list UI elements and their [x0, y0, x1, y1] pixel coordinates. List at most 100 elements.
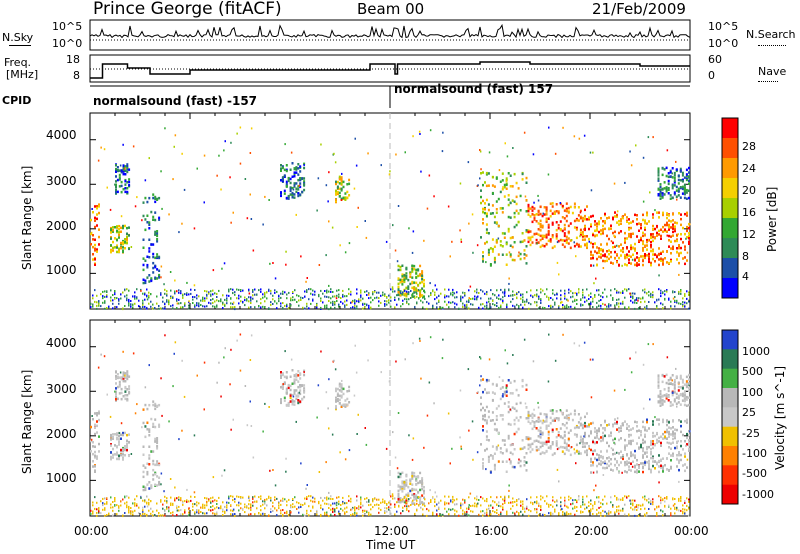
power-ground-pixel: [170, 297, 172, 299]
power-pixel: [606, 255, 608, 259]
power-pixel: [659, 197, 662, 200]
power-pixel: [665, 188, 668, 191]
velocity-pixel: [509, 381, 512, 384]
velocity-pixel: [555, 444, 558, 447]
power-ground-pixel: [386, 300, 388, 303]
power-pixel: [94, 216, 96, 220]
power-pixel: [676, 250, 678, 254]
power-pixel: [626, 216, 628, 219]
power-ground-pixel: [332, 300, 334, 303]
velocity-pixel: [92, 418, 94, 421]
velocity-ground-pixel: [400, 512, 402, 515]
velocity-pixel: [565, 426, 568, 430]
power-pixel: [511, 199, 514, 202]
velocity-ground-pixel: [148, 498, 150, 501]
velocity-pixel: [295, 394, 298, 397]
power-pixel: [559, 228, 562, 232]
velocity-pixel: [495, 384, 498, 387]
power-pixel: [664, 229, 666, 233]
power-pixel: [616, 213, 618, 217]
velocity-pixel: [658, 454, 660, 457]
power-pixel: [656, 234, 658, 237]
velocity-pixel: [124, 390, 127, 393]
velocity-pixel: [482, 417, 484, 421]
velocity-ground-pixel: [160, 514, 162, 517]
power-pixel: [403, 277, 406, 280]
velocity-pixel: [507, 405, 510, 408]
power-pixel: [94, 249, 96, 252]
power-pixel: [640, 238, 642, 242]
velocity-pixel: [537, 417, 540, 420]
power-ground-pixel: [508, 289, 510, 292]
velocity-ground-pixel: [128, 505, 130, 508]
power-pixel: [285, 185, 288, 188]
velocity-pixel: [688, 378, 690, 381]
power-pixel: [511, 236, 514, 239]
power-pixel: [598, 250, 600, 253]
velocity-pixel: [158, 476, 161, 479]
power-pixel: [555, 203, 558, 206]
velocity-ground-pixel: [638, 514, 640, 517]
power-ground-pixel: [570, 290, 572, 293]
velocity-ground-pixel: [338, 510, 340, 513]
velocity-pixel: [610, 431, 612, 434]
power-pixel: [299, 170, 302, 173]
velocity-ground-pixel: [440, 499, 442, 502]
power-pixel: [482, 207, 484, 211]
power-pixel: [397, 285, 400, 289]
power-pixel: [519, 257, 522, 261]
power-pixel: [672, 223, 674, 226]
velocity-ground-pixel: [500, 513, 502, 515]
power-ground-pixel: [522, 299, 524, 302]
velocity-ground-pixel: [278, 502, 280, 505]
power-ground-pixel: [576, 299, 578, 302]
velocity-pixel: [397, 484, 400, 487]
power-ground-pixel: [638, 297, 640, 300]
power-pixel: [565, 219, 568, 223]
power-pixel: [484, 181, 486, 184]
velocity-pixel: [94, 450, 96, 454]
power-pixel: [610, 227, 612, 230]
velocity-ground-pixel: [306, 498, 308, 500]
power-ground-pixel: [510, 294, 512, 297]
velocity-ground-pixel: [98, 507, 100, 510]
velocity-ground-pixel: [382, 498, 384, 501]
power-pixel: [661, 173, 664, 177]
power-pixel: [678, 254, 680, 257]
power-ground-pixel: [506, 306, 508, 309]
power-pixel: [673, 193, 676, 196]
power-pixel: [291, 191, 294, 195]
velocity-ground-pixel: [580, 506, 582, 508]
velocity-pixel: [98, 410, 100, 413]
velocity-pixel: [122, 453, 124, 456]
power-pixel: [644, 221, 646, 225]
velocity-ground-pixel: [338, 512, 340, 515]
power-pixel: [158, 276, 161, 279]
power-pixel: [495, 238, 498, 242]
velocity-pixel: [533, 439, 536, 443]
velocity-pixel: [142, 485, 145, 488]
power-ground-pixel: [282, 290, 284, 293]
velocity-pixel: [156, 484, 159, 487]
power-ground-pixel: [460, 300, 462, 303]
velocity-ground-pixel: [332, 498, 334, 500]
power-ground-pixel: [414, 306, 416, 309]
power-pixel: [658, 229, 660, 233]
power-ground-pixel: [122, 291, 124, 294]
power-ground-pixel: [540, 302, 542, 304]
power-pixel: [114, 237, 116, 240]
velocity-pixel: [573, 409, 576, 412]
power-pixel: [537, 241, 540, 244]
power-ground-pixel: [648, 290, 650, 293]
velocity-ground-pixel: [546, 502, 548, 505]
power-pixel: [673, 181, 676, 184]
velocity-ground-pixel: [282, 500, 284, 502]
power-pixel: [664, 228, 666, 231]
power-ground-pixel: [606, 295, 608, 298]
velocity-ground-pixel: [298, 506, 300, 509]
velocity-pixel: [688, 439, 690, 442]
velocity-pixel: [644, 461, 646, 464]
freq-label: Freq.: [4, 56, 32, 69]
velocity-pixel: [666, 419, 668, 422]
velocity-pixel: [545, 420, 548, 423]
